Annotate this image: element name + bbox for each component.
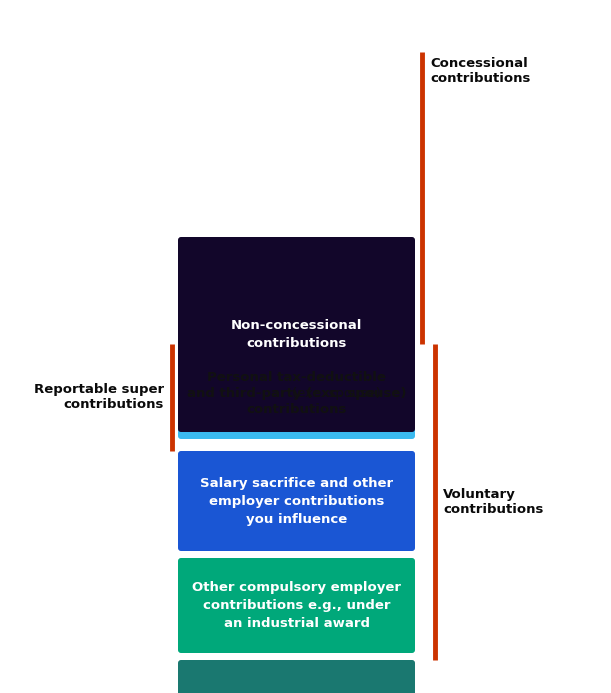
FancyBboxPatch shape — [178, 558, 415, 653]
Text: and third-party (exc. spouse): and third-party (exc. spouse) — [187, 387, 406, 400]
FancyBboxPatch shape — [178, 660, 415, 693]
Text: (exc. spouse): (exc. spouse) — [292, 387, 381, 400]
Text: contributions: contributions — [246, 403, 346, 416]
Text: Concessional
contributions: Concessional contributions — [430, 57, 530, 85]
Text: Personal tax-deductible: Personal tax-deductible — [207, 371, 386, 384]
FancyBboxPatch shape — [178, 344, 415, 439]
FancyBboxPatch shape — [178, 237, 415, 432]
Text: Non-concessional
contributions: Non-concessional contributions — [231, 319, 362, 350]
Text: Other compulsory employer
contributions e.g., under
an industrial award: Other compulsory employer contributions … — [192, 581, 401, 630]
Text: Voluntary
contributions: Voluntary contributions — [443, 488, 543, 516]
Text: Reportable super
contributions: Reportable super contributions — [34, 383, 164, 412]
Text: Salary sacrifice and other
employer contributions
you influence: Salary sacrifice and other employer cont… — [200, 477, 393, 525]
FancyBboxPatch shape — [178, 451, 415, 551]
